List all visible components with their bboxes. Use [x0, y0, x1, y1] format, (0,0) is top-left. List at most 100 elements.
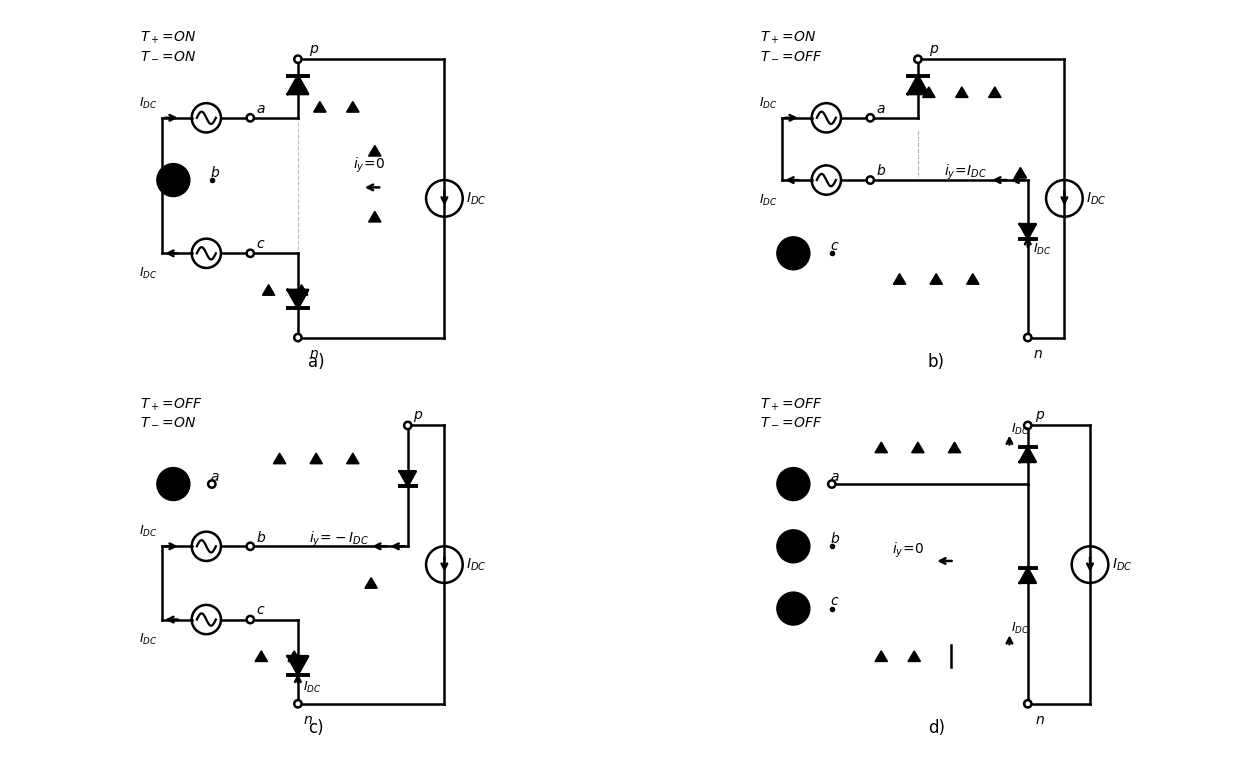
Circle shape — [777, 530, 810, 563]
Text: $I_{DC}$: $I_{DC}$ — [139, 633, 157, 647]
Polygon shape — [930, 274, 942, 285]
Polygon shape — [1014, 167, 1027, 178]
Polygon shape — [923, 87, 935, 98]
Polygon shape — [314, 101, 326, 112]
Text: $a$: $a$ — [210, 470, 219, 484]
Text: b): b) — [928, 353, 945, 371]
Text: $b$: $b$ — [255, 530, 265, 545]
Text: $p$: $p$ — [309, 43, 319, 57]
Text: $I_{DC}$: $I_{DC}$ — [139, 524, 157, 539]
Text: $I_{DC}$: $I_{DC}$ — [139, 95, 157, 111]
Circle shape — [777, 237, 810, 270]
Circle shape — [208, 481, 216, 488]
Text: $I_{DC}$: $I_{DC}$ — [1012, 621, 1029, 636]
Circle shape — [247, 250, 254, 257]
Polygon shape — [288, 656, 309, 674]
Text: $T_+\!=\!ON$: $T_+\!=\!ON$ — [140, 30, 197, 47]
Text: $n$: $n$ — [1033, 347, 1043, 361]
Polygon shape — [949, 442, 961, 452]
Text: $i_y\!=\!0$: $i_y\!=\!0$ — [353, 156, 386, 175]
Polygon shape — [347, 101, 360, 112]
Text: $I_{DC}$: $I_{DC}$ — [1012, 422, 1029, 436]
Text: $a$: $a$ — [830, 470, 839, 484]
Text: $I_{DC}$: $I_{DC}$ — [759, 95, 777, 111]
Circle shape — [294, 56, 301, 63]
Polygon shape — [295, 285, 308, 295]
Polygon shape — [365, 578, 377, 588]
Polygon shape — [273, 453, 285, 464]
Text: $a$: $a$ — [875, 101, 885, 116]
Polygon shape — [1019, 568, 1035, 583]
Text: $c$: $c$ — [830, 594, 839, 608]
Text: $I_{DC}$: $I_{DC}$ — [304, 680, 322, 695]
Circle shape — [1024, 422, 1032, 429]
Circle shape — [157, 163, 190, 197]
Text: $I_{DC}$: $I_{DC}$ — [1033, 242, 1052, 257]
Polygon shape — [288, 651, 300, 662]
Text: $i_y\!=\!I_{DC}$: $i_y\!=\!I_{DC}$ — [944, 163, 986, 182]
Text: $i_y\!=\!0$: $i_y\!=\!0$ — [893, 540, 925, 559]
Text: $n$: $n$ — [1035, 713, 1045, 727]
Text: a): a) — [308, 353, 325, 371]
Circle shape — [867, 114, 874, 121]
Text: $c$: $c$ — [830, 239, 839, 253]
Polygon shape — [875, 442, 888, 452]
Polygon shape — [1019, 224, 1035, 239]
Text: $p$: $p$ — [929, 43, 939, 57]
Text: $n$: $n$ — [304, 713, 314, 727]
Polygon shape — [347, 453, 360, 464]
Text: $b$: $b$ — [830, 532, 841, 546]
Text: $n$: $n$ — [309, 347, 319, 361]
Text: $T_-\!=\!ON$: $T_-\!=\!ON$ — [140, 48, 197, 63]
Text: $I_{DC}$: $I_{DC}$ — [1112, 556, 1132, 573]
Polygon shape — [908, 651, 920, 662]
Polygon shape — [368, 211, 381, 222]
Circle shape — [247, 542, 254, 550]
Polygon shape — [988, 87, 1001, 98]
Text: $T_-\!=\!OFF$: $T_-\!=\!OFF$ — [760, 414, 823, 429]
Polygon shape — [255, 651, 268, 662]
Circle shape — [777, 592, 810, 625]
Text: $T_+\!=\!OFF$: $T_+\!=\!OFF$ — [140, 396, 203, 413]
Text: $I_{DC}$: $I_{DC}$ — [1086, 190, 1107, 207]
Text: $p$: $p$ — [413, 409, 424, 423]
Circle shape — [777, 468, 810, 501]
Text: $i_y\!=\!-I_{DC}$: $i_y\!=\!-I_{DC}$ — [309, 530, 368, 549]
Polygon shape — [908, 76, 929, 94]
Text: $T_+\!=\!ON$: $T_+\!=\!ON$ — [760, 30, 817, 47]
Text: $T_+\!=\!OFF$: $T_+\!=\!OFF$ — [760, 396, 823, 413]
Circle shape — [404, 422, 412, 429]
Polygon shape — [1019, 447, 1035, 462]
Polygon shape — [288, 290, 309, 308]
Circle shape — [294, 700, 301, 707]
Text: $b$: $b$ — [875, 163, 885, 179]
Polygon shape — [893, 274, 905, 285]
Text: $T_-\!=\!ON$: $T_-\!=\!ON$ — [140, 414, 197, 429]
Circle shape — [157, 468, 190, 501]
Polygon shape — [399, 472, 415, 486]
Circle shape — [1024, 334, 1032, 341]
Circle shape — [914, 56, 921, 63]
Polygon shape — [956, 87, 968, 98]
Circle shape — [294, 334, 301, 341]
Text: $I_{DC}$: $I_{DC}$ — [759, 193, 777, 208]
Polygon shape — [310, 453, 322, 464]
Text: d): d) — [928, 719, 945, 737]
Circle shape — [867, 176, 874, 184]
Text: $T_-\!=\!OFF$: $T_-\!=\!OFF$ — [760, 48, 823, 63]
Circle shape — [247, 114, 254, 121]
Text: $I_{DC}$: $I_{DC}$ — [466, 190, 487, 207]
Text: $a$: $a$ — [255, 101, 265, 116]
Circle shape — [247, 616, 254, 623]
Polygon shape — [368, 146, 381, 156]
Text: $I_{DC}$: $I_{DC}$ — [139, 266, 157, 281]
Text: $p$: $p$ — [1035, 409, 1045, 423]
Text: $c$: $c$ — [255, 604, 265, 617]
Polygon shape — [967, 274, 980, 285]
Text: $c$: $c$ — [255, 237, 265, 251]
Text: c): c) — [309, 719, 324, 737]
Polygon shape — [288, 76, 309, 94]
Text: $I_{DC}$: $I_{DC}$ — [466, 556, 487, 573]
Text: $b$: $b$ — [210, 166, 221, 180]
Polygon shape — [263, 285, 275, 295]
